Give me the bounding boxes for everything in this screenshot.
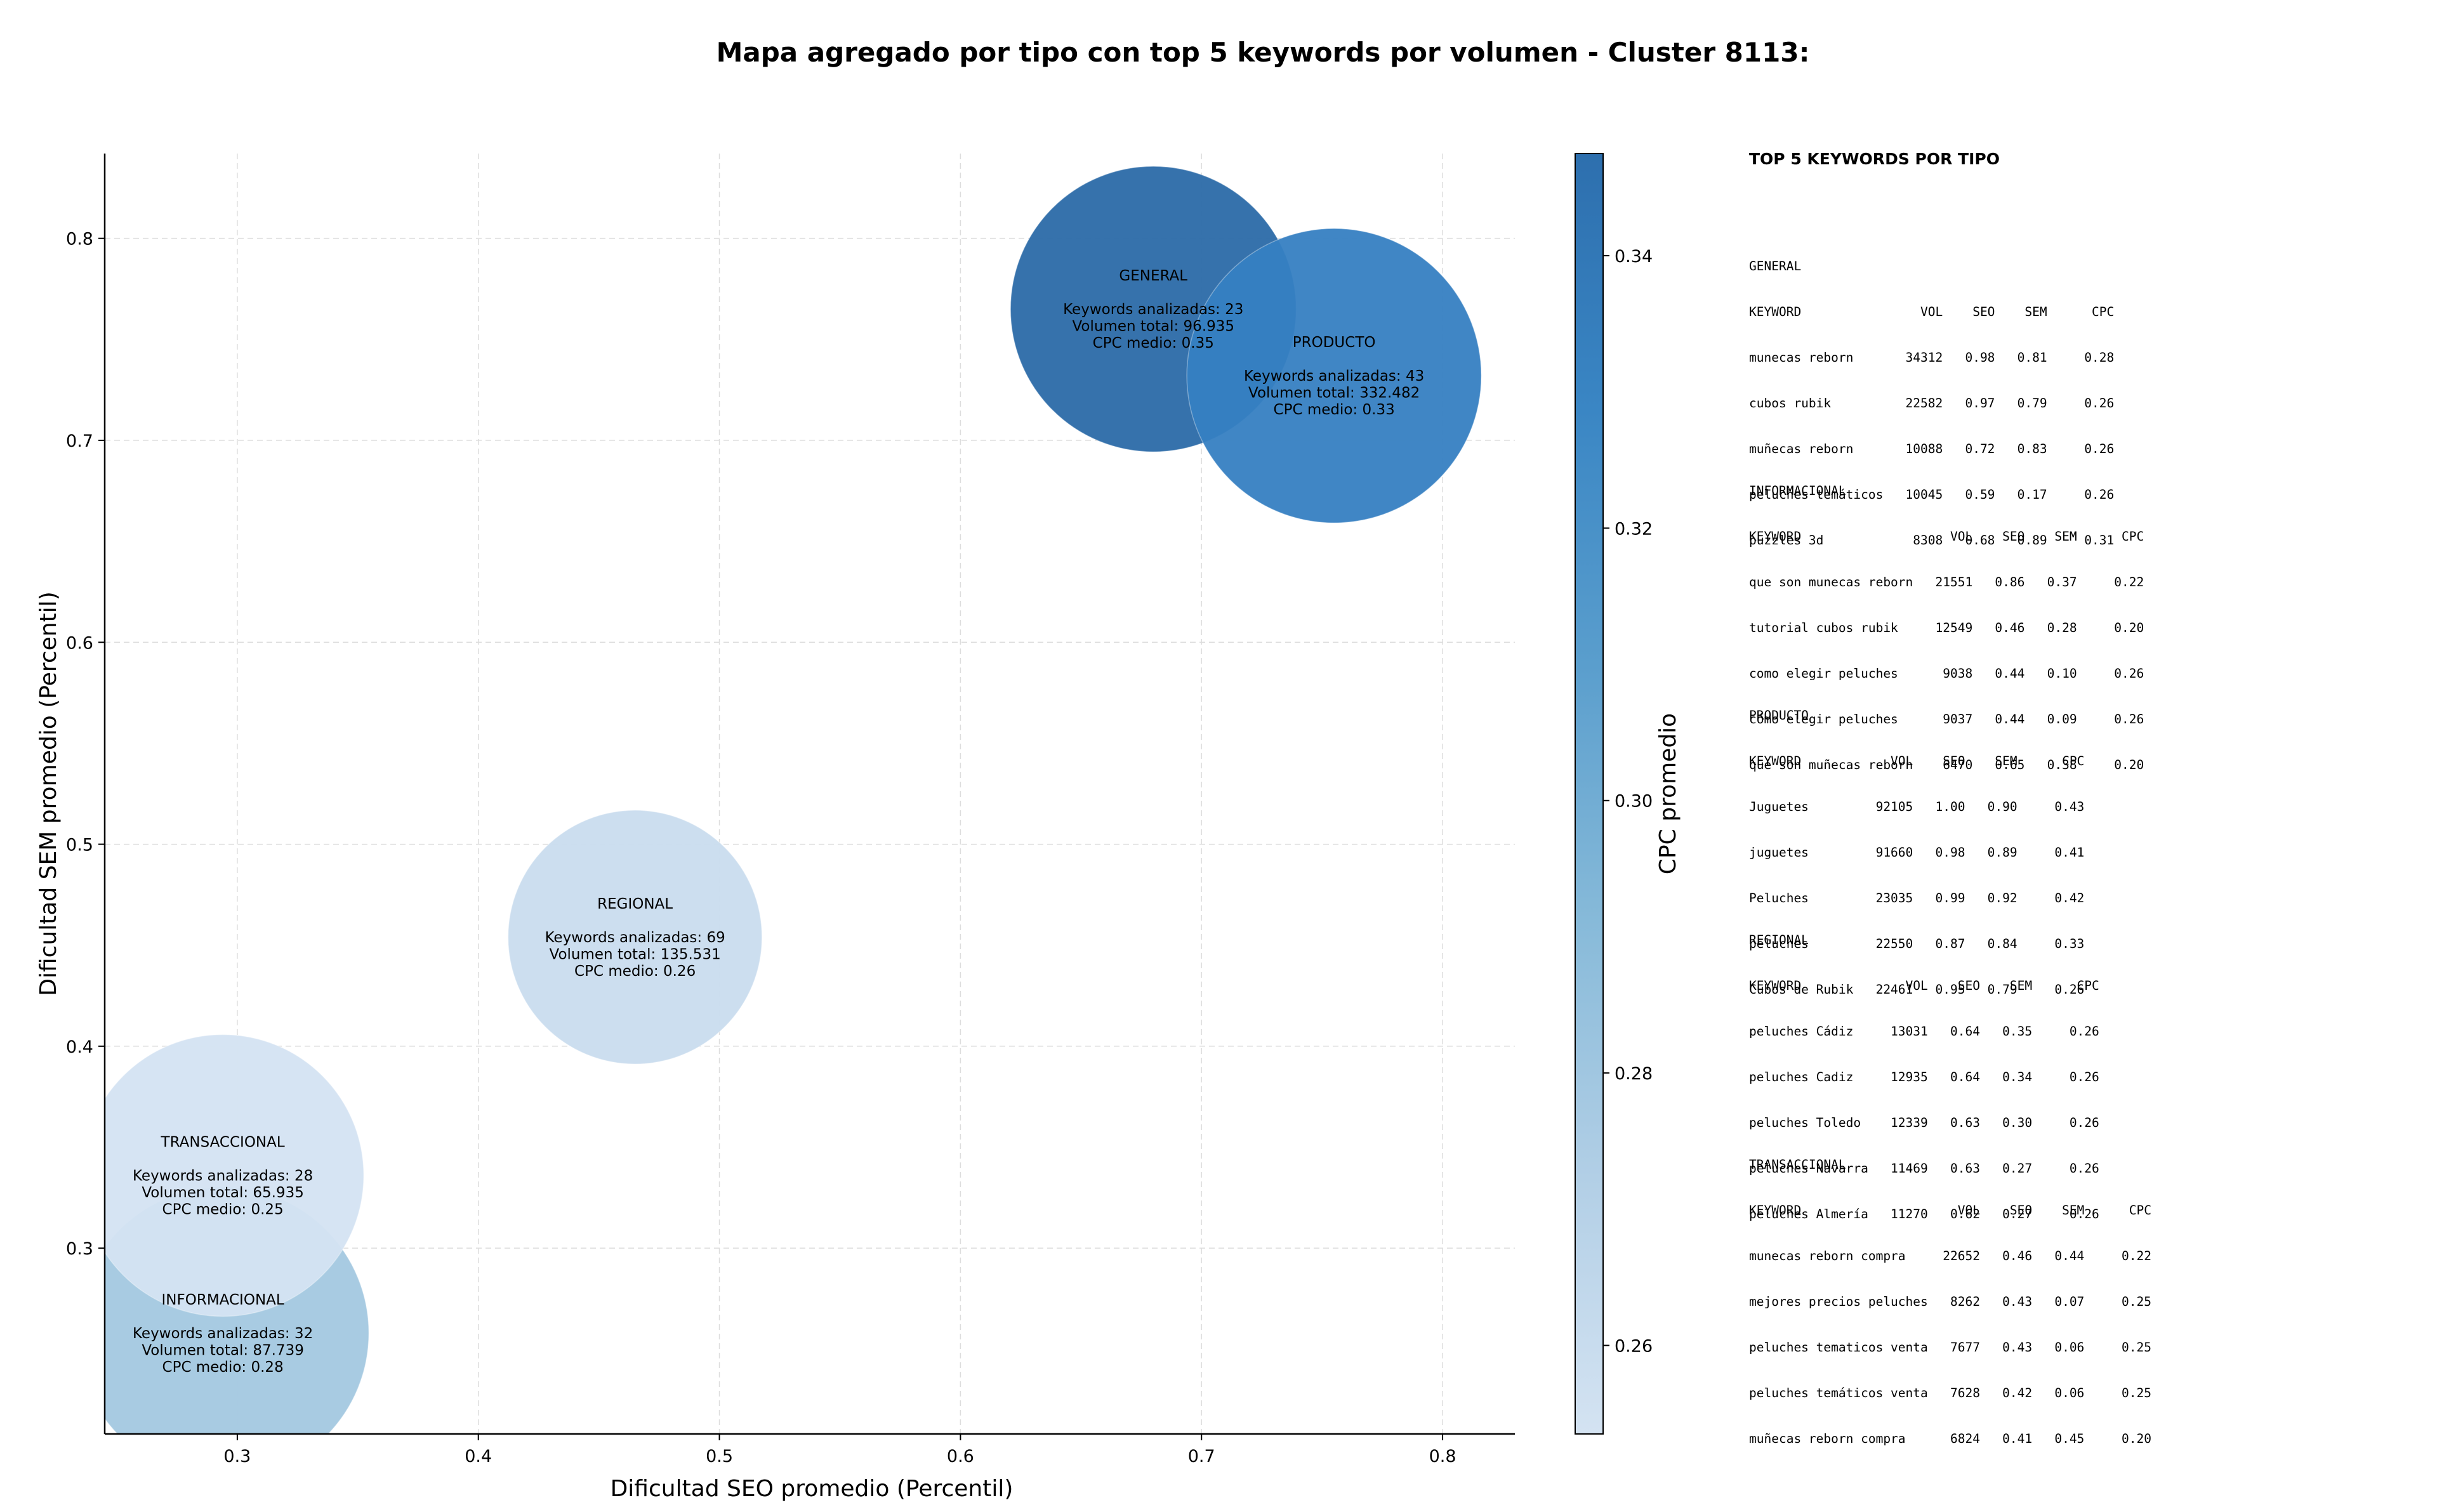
table-line: Juguetes 92105 1.00 0.90 0.43: [1749, 799, 2085, 814]
keywords-table-general: GENERAL KEYWORD VOL SEO SEM CPC munecas …: [1749, 228, 2114, 579]
bubble-label-general: GENERAL: [1119, 268, 1187, 284]
table-line: muñecas reborn 10088 0.72 0.83 0.26: [1749, 442, 2115, 456]
table-line: munecas reborn 34312 0.98 0.81 0.28: [1749, 350, 2115, 365]
bubble-regional: [507, 810, 763, 1065]
table-line: como elegir peluches 9038 0.44 0.10 0.26: [1749, 666, 2144, 681]
top-keywords-panel: TOP 5 KEYWORDS POR TIPO GENERAL KEYWORD …: [1749, 150, 2422, 1446]
table-line: TRANSACCIONAL: [1749, 1157, 1846, 1172]
bubble-label-general: CPC medio: 0.35: [1093, 335, 1214, 352]
grid: [105, 154, 1515, 1434]
table-line: juguetes 91660 0.98 0.89 0.41: [1749, 845, 2085, 860]
table-line: peluches Cádiz 13031 0.64 0.35 0.26: [1749, 1024, 2099, 1039]
colorbar-tick-label: 0.32: [1615, 519, 1653, 539]
table-line: cubos rubik 22582 0.97 0.79 0.26: [1749, 396, 2115, 411]
table-line: peluches Navarra 11469 0.63 0.27 0.26: [1749, 1161, 2099, 1176]
table-line: que son munecas reborn 21551 0.86 0.37 0…: [1749, 575, 2144, 589]
table-line: peluches Cadiz 12935 0.64 0.34 0.26: [1749, 1070, 2099, 1084]
table-line: KEYWORD VOL SEO SEM CPC: [1749, 529, 2144, 544]
table-line: cómo elegir peluches 9037 0.44 0.09 0.26: [1749, 712, 2144, 726]
bubble-label-transaccional: CPC medio: 0.25: [162, 1202, 284, 1218]
table-line: KEYWORD VOL SEO SEM CPC: [1749, 754, 2085, 768]
table-line: peluches temáticos venta 7628 0.42 0.06 …: [1749, 1386, 2151, 1400]
y-axis-label: Dificultad SEM promedio (Percentil): [36, 591, 62, 996]
colorbar-scale: [1575, 153, 1604, 1435]
colorbar-label: CPC promedio: [1655, 713, 1681, 874]
keywords-table-informacional: INFORMACIONAL KEYWORD VOL SEO SEM CPC qu…: [1749, 453, 2144, 803]
bubble-label-transaccional: Keywords analizadas: 28: [133, 1168, 313, 1185]
bubble-label-informacional: Volumen total: 87.739: [142, 1342, 304, 1358]
colorbar-tick-label: 0.26: [1615, 1336, 1653, 1356]
table-line: peluches Almería 11270 0.62 0.27 0.26: [1749, 1207, 2099, 1221]
table-line: PRODUCTO: [1749, 708, 1809, 723]
x-tick-label: 0.5: [706, 1447, 733, 1466]
bubble-label-transaccional: Volumen total: 65.935: [142, 1185, 304, 1201]
bubble-label-producto: CPC medio: 0.33: [1274, 402, 1395, 418]
table-line: mejores precios peluches 8262 0.43 0.07 …: [1749, 1294, 2151, 1309]
bubble-label-producto: Volumen total: 332.482: [1248, 385, 1420, 402]
table-line: GENERAL: [1749, 259, 1802, 273]
y-tick-label: 0.3: [66, 1239, 93, 1259]
colorbar: 0.26 0.28 0.30 0.32 0.34 CPC promedio: [1575, 153, 1681, 1435]
table-line: KEYWORD VOL SEO SEM CPC: [1749, 305, 2115, 319]
table-line: KEYWORD VOL SEO SEM CPC: [1749, 978, 2099, 993]
chart-title: Mapa agregado por tipo con top 5 keyword…: [716, 37, 1810, 68]
colorbar-tick-label: 0.30: [1615, 792, 1653, 812]
bubble-label-regional: Volumen total: 135.531: [550, 946, 721, 963]
top-keywords-title: TOP 5 KEYWORDS POR TIPO: [1749, 150, 2000, 168]
table-line: KEYWORD VOL SEO SEM CPC: [1749, 1203, 2151, 1218]
table-line: qué son muñecas reborn 6470 0.65 0.38 0.…: [1749, 758, 2144, 772]
bubble-label-producto: Keywords analizadas: 43: [1244, 368, 1424, 385]
bubble-label-general: Volumen total: 96.935: [1072, 319, 1234, 335]
x-tick-label: 0.8: [1429, 1447, 1456, 1466]
table-line: INFORMACIONAL: [1749, 483, 1846, 498]
bubble-label-transaccional: TRANSACCIONAL: [161, 1134, 285, 1151]
table-line: muñecas reborn compra 6824 0.41 0.45 0.2…: [1749, 1431, 2151, 1446]
x-tick-label: 0.3: [223, 1447, 251, 1466]
table-line: peluches tematicos venta 7677 0.43 0.06 …: [1749, 1340, 2151, 1355]
bubble-label-regional: REGIONAL: [597, 896, 673, 912]
y-tick-label: 0.8: [66, 230, 93, 249]
bubble-label-general: Keywords analizadas: 23: [1063, 301, 1243, 318]
y-tick-label: 0.5: [66, 836, 93, 855]
bubble-label-producto: PRODUCTO: [1293, 334, 1376, 351]
y-tick-label: 0.6: [66, 633, 93, 653]
x-tick-label: 0.7: [1188, 1447, 1215, 1466]
bubble-producto: [1186, 228, 1482, 523]
x-tick-label: 0.4: [465, 1447, 492, 1466]
bubble-label-informacional: CPC medio: 0.28: [162, 1359, 284, 1376]
bubble-label-informacional: INFORMACIONAL: [162, 1292, 284, 1308]
table-line: peluches 22550 0.87 0.84 0.33: [1749, 937, 2085, 951]
keywords-table-transaccional: TRANSACCIONAL KEYWORD VOL SEO SEM CPC mu…: [1749, 1127, 2151, 1477]
table-line: REGIONAL: [1749, 933, 1809, 947]
table-line: munecas reborn compra 22652 0.46 0.44 0.…: [1749, 1249, 2151, 1263]
bubble-label-informacional: Keywords analizadas: 32: [133, 1325, 313, 1342]
bubble-label-regional: Keywords analizadas: 69: [545, 930, 725, 946]
y-tick-label: 0.4: [66, 1037, 93, 1057]
keywords-table-regional: REGIONAL KEYWORD VOL SEO SEM CPC peluche…: [1749, 902, 2099, 1252]
colorbar-tick-label: 0.28: [1615, 1064, 1653, 1084]
keywords-table-producto: PRODUCTO KEYWORD VOL SEO SEM CPC Juguete…: [1749, 678, 2084, 1028]
x-axis-label: Dificultad SEO promedio (Percentil): [611, 1476, 1014, 1502]
table-line: Peluches 23035 0.99 0.92 0.42: [1749, 891, 2085, 905]
bubble-label-regional: CPC medio: 0.26: [574, 963, 696, 980]
table-line: Cubos de Rubik 22461 0.95 0.79 0.26: [1749, 982, 2085, 997]
table-line: tutorial cubos rubik 12549 0.46 0.28 0.2…: [1749, 621, 2144, 635]
y-tick-label: 0.7: [66, 431, 93, 451]
axes: 0.3 0.4 0.5 0.6 0.7 0.8 0.3 0.4 0.5 0.6 0.7 0.8 Difi…: [36, 154, 1515, 1502]
x-tick-label: 0.6: [947, 1447, 974, 1466]
table-line: peluches temáticos 10045 0.59 0.17 0.26: [1749, 487, 2115, 502]
bubble-transaccional: [105, 1034, 364, 1317]
table-line: puzzles 3d 8308 0.68 0.89 0.31: [1749, 533, 2115, 548]
colorbar-tick-label: 0.34: [1615, 247, 1653, 266]
table-line: peluches Toledo 12339 0.63 0.30 0.26: [1749, 1115, 2099, 1130]
